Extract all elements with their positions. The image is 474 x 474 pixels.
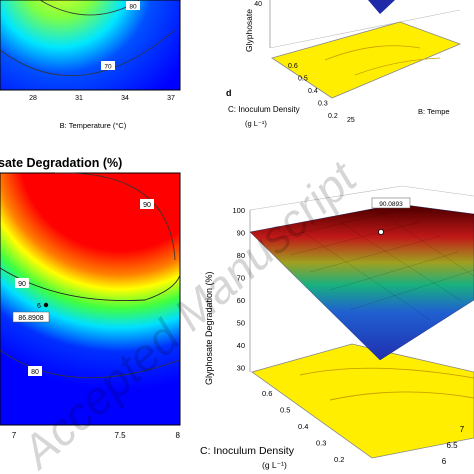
ph-tick-label: 6 (442, 457, 447, 466)
prediction-value: 86.8908 (18, 315, 43, 322)
base-tick-label: 0.3 (316, 439, 326, 448)
x-tick-label: 37 (167, 95, 175, 102)
z-tick-label: 50 (237, 319, 245, 328)
z-tick-label: 60 (237, 296, 245, 305)
z-tick-label: 40 (254, 1, 262, 8)
surface-panel-bottom-right: 100 90 80 70 60 50 40 30 Glyphosate Degradation… (200, 185, 474, 470)
prediction-point-label: 86.8908 (12, 311, 50, 323)
base-tick-label: 0.4 (298, 422, 308, 431)
design-point-marker: 6 (37, 302, 49, 310)
x-tick-labels: 7 7.5 8 (12, 431, 181, 440)
z-tick-label: 90 (237, 229, 245, 238)
z-tick-label: 100 (232, 206, 245, 215)
x-tick-label: 8 (176, 431, 181, 440)
base-contour (299, 367, 474, 379)
contour-label-text: 70 (104, 64, 112, 71)
base-tick-label: 0.3 (318, 101, 328, 108)
response-surface (249, 203, 474, 361)
z-tick-label: 70 (237, 274, 245, 283)
base-tick-label: 0.4 (308, 88, 318, 95)
contour-label-80: 80 (28, 366, 42, 376)
z-tick-labels: 100 90 80 70 60 50 40 30 (232, 206, 245, 373)
density-axis-unit: (g L⁻¹) (262, 460, 287, 470)
base-tick-label: 0.6 (262, 389, 272, 398)
base-plane (271, 21, 462, 99)
base-plane (251, 343, 474, 459)
x-tick-label: 28 (29, 95, 37, 102)
axis-line (401, 185, 474, 197)
base-tick-labels: 0.6 0.5 0.4 0.3 0.2 (262, 389, 344, 464)
x-tick-label: 31 (75, 95, 83, 102)
contour-label-90-upper: 90 (140, 199, 154, 209)
base-contour (329, 391, 474, 401)
z-tick-label: 40 (237, 341, 245, 350)
peak-value: 90.0893 (379, 201, 403, 208)
surface-tip (368, 0, 395, 14)
axis-line (269, 9, 461, 49)
contour-label-top-70: 70 (101, 61, 115, 71)
base-tick-label: 0.6 (288, 63, 298, 70)
temperature-axis-label: B: Tempe (418, 107, 450, 116)
z-tick-label: 80 (237, 251, 245, 260)
density-axis-label: C: Inoculum Density (200, 445, 295, 457)
x-tick-label: 34 (121, 95, 129, 102)
contour-label-text: 90 (143, 202, 151, 209)
ph-tick-labels: 66.57 (442, 425, 465, 466)
contour-plot-area (0, 0, 181, 91)
contour-label-text: 80 (31, 369, 39, 376)
contour-line (54, 172, 176, 261)
density-axis-unit: (g L⁻¹) (245, 119, 267, 128)
x-tick-label: 7 (12, 431, 17, 440)
axis-line (249, 185, 403, 211)
surface-mesh (269, 209, 474, 321)
base-tick-labels: 0.60.50.40.30.2 (288, 63, 338, 120)
contour-panel-top-left: 80 70 28 31 34 37 B: Temperature (°C) (0, 0, 181, 130)
ph-tick-label: 7 (460, 425, 465, 434)
contour-title: sate Degradation (%) (0, 156, 122, 170)
contour-label-top-80: 80 (126, 1, 140, 11)
base-tick-label: 0.5 (298, 76, 308, 83)
ph-tick-label: 6.5 (446, 441, 458, 450)
panel-letter: d (226, 88, 232, 98)
contour-label-text: 90 (18, 281, 26, 288)
density-axis-label: C: Inoculum Density (228, 105, 300, 114)
contour-line (0, 349, 181, 379)
surface-panel-top-right: 40 Glyphosate d 0.60.50.40.30.2 25 C: In… (226, 0, 462, 128)
base-contour (354, 57, 441, 76)
x-tick-label: 7.5 (114, 431, 126, 440)
contour-panel-bottom-left: sate Degradation (%) 90 90 80 6 86.8908 … (0, 156, 181, 440)
z-tick-label: 30 (237, 364, 245, 373)
peak-marker: 90.0893 (371, 197, 411, 235)
base-tick-label: 0.5 (280, 406, 290, 415)
design-point-count: 6 (37, 303, 41, 310)
x-axis-label: B: Temperature (°C) (60, 121, 127, 130)
z-axis-label: Glyphosate Degradation (%) (204, 271, 214, 385)
base-tick-label: 0.2 (334, 455, 344, 464)
x-tick-labels: 28 31 34 37 (29, 95, 175, 102)
base-contour (324, 45, 421, 61)
contour-plot-area (0, 172, 181, 426)
temp-tick-label: 25 (347, 117, 355, 124)
contour-line (0, 267, 181, 301)
base-tick-label: 0.2 (328, 113, 338, 120)
contour-label-text: 80 (129, 4, 137, 11)
contour-label-90-lower: 90 (15, 278, 29, 288)
z-axis-label: Glyphosate (244, 9, 254, 52)
contour-line (0, 29, 176, 76)
